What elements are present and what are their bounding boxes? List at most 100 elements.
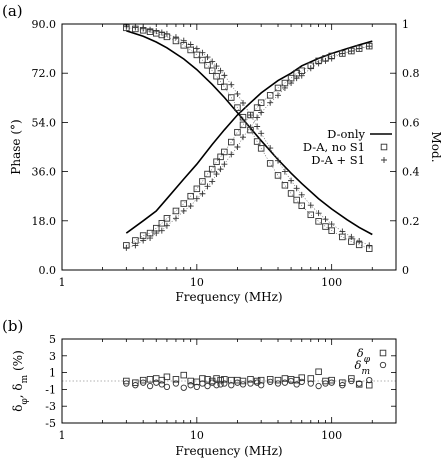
panel-a-d-a-s1-right-point bbox=[163, 222, 170, 229]
panel-b-m-point bbox=[366, 377, 373, 384]
panel-b-m-point bbox=[158, 381, 165, 388]
panel-a-d-a-s1-right-point bbox=[204, 183, 211, 190]
panel-a-d-a-s1-left-point bbox=[322, 216, 329, 223]
panel-a-d-a-s1-right-point bbox=[339, 50, 346, 57]
panel-a-d-a-s1-right-point bbox=[366, 43, 373, 50]
panel-a-y-axis-title: Phase (°) bbox=[9, 119, 23, 174]
panel-b--point bbox=[247, 376, 254, 383]
panel-b-x-tick-label: 10 bbox=[190, 429, 204, 442]
panel-b-y-axis-title-part: (%) bbox=[11, 350, 25, 375]
panel-a-d-a-no-s1-right-point bbox=[187, 192, 194, 200]
panel-a-legend-label-d-a-s1: D-A + S1 bbox=[311, 153, 365, 167]
panel-a-y2-tick-label: 1 bbox=[402, 18, 409, 31]
panel-b--point bbox=[146, 376, 154, 383]
panel-a-d-a-no-s1-left-point bbox=[221, 83, 228, 91]
panel-a-d-a-s1-right-point bbox=[132, 242, 139, 249]
panel-a-y-tick-label: 90.0 bbox=[32, 18, 57, 31]
panel-a-d-a-s1-left-point bbox=[180, 37, 187, 44]
panel-b-y-axis-title-part: , δ bbox=[11, 383, 25, 398]
panel-a-d-a-s1-left-point bbox=[315, 210, 322, 217]
panel-b--point bbox=[213, 375, 220, 382]
panel-a-x-tick-label: 10 bbox=[190, 276, 204, 289]
panel-a-d-a-s1-left-point bbox=[258, 130, 265, 137]
panel-a-d-a-s1-left-point bbox=[221, 72, 228, 79]
panel-a-d-a-no-s1-left-point bbox=[339, 233, 346, 241]
panel-a-d-a-s1-left-point bbox=[247, 112, 254, 119]
panel-b-x-tick-label: 100 bbox=[321, 429, 342, 442]
panel-a-d-a-s1-right-point bbox=[234, 144, 241, 150]
panel-a-d-a-no-s1-right-point bbox=[204, 170, 211, 178]
panel-b--point bbox=[123, 377, 130, 385]
panel-b--point bbox=[348, 375, 355, 382]
panel-b-m-point bbox=[339, 382, 346, 389]
panel-a-d-a-s1-right-point bbox=[213, 171, 220, 178]
panel-b-m-point bbox=[123, 380, 130, 387]
panel-a-d-a-no-s1-right-point bbox=[228, 138, 235, 146]
panel-b-y-tick-label: 3 bbox=[49, 350, 56, 363]
panel-b-m-point bbox=[132, 382, 139, 389]
panel-a-legend-swatch-d-a-no-s1 bbox=[380, 143, 388, 151]
panel-b--point bbox=[281, 375, 289, 382]
panel-a-d-a-s1-left-point bbox=[298, 191, 305, 198]
panel-b--point bbox=[221, 376, 228, 383]
panel-b--point bbox=[339, 379, 346, 386]
panel-a-x-axis-title: Frequency (MHz) bbox=[175, 290, 282, 304]
panel-a-d-a-s1-left-point bbox=[356, 238, 363, 245]
panel-b-legend-label-m: δm bbox=[355, 358, 370, 377]
panel-a-d-a-no-s1-right-point bbox=[221, 148, 228, 156]
panel-b-m-point bbox=[348, 377, 355, 385]
panel-a-d-a-s1-right-point bbox=[193, 195, 200, 202]
panel-b--point bbox=[163, 373, 171, 381]
panel-a-d-a-no-s1-left-point bbox=[281, 182, 289, 189]
panel-a-d-a-no-s1-right-point bbox=[257, 99, 265, 106]
panel-a-d-a-s1-left-point bbox=[147, 26, 154, 33]
panel-b-m-point bbox=[221, 380, 228, 387]
panel-a-d-a-no-s1-left-point bbox=[322, 223, 329, 230]
panel-a-d-a-no-s1-left-point bbox=[253, 138, 261, 145]
panel-a-d-a-no-s1-right-point bbox=[217, 153, 224, 161]
panel-a-y2-axis-title: Mod. bbox=[429, 131, 442, 162]
panel-a-d-a-s1-left-point bbox=[254, 123, 261, 130]
legend-subscript: m bbox=[361, 367, 370, 377]
panel-a-d-a-s1-left-point bbox=[339, 228, 346, 235]
panel-a-d-a-no-s1-right-point bbox=[172, 207, 180, 215]
panel-a-y2-tick-label: 0.6 bbox=[402, 116, 420, 129]
panel-a-d-a-s1-right-point bbox=[180, 207, 187, 214]
panel-b-y-tick-label: -5 bbox=[45, 417, 56, 430]
panel-a-x-tick-label: 1 bbox=[59, 276, 66, 289]
panel-b-m-point bbox=[307, 380, 314, 387]
panel-a-d-a-no-s1-left-point bbox=[208, 67, 216, 74]
panel-a-d-a-s1-right-point bbox=[158, 227, 165, 234]
panel-a-d-a-s1-right-point bbox=[254, 114, 261, 121]
panel-a-d-a-no-s1-right-point bbox=[158, 220, 166, 227]
panel-b--point bbox=[322, 377, 329, 385]
panel-b-m-point bbox=[146, 382, 154, 390]
panel-b-m-point bbox=[247, 380, 254, 387]
panel-a-d-a-s1-right-point bbox=[258, 109, 265, 116]
panel-a-frame bbox=[61, 23, 397, 271]
panel-a-d-a-s1-right-point bbox=[328, 55, 335, 62]
panel-a-y2-tick-label: 0.2 bbox=[402, 215, 420, 228]
panel-b-m-point bbox=[213, 382, 220, 389]
panel-b-m-point bbox=[187, 382, 194, 389]
panel-b-m-point bbox=[274, 380, 282, 387]
panel-a-y-tick-label: 36.0 bbox=[32, 166, 57, 179]
panel-a-d-a-s1-right-point bbox=[267, 99, 274, 106]
panel-a-d-a-s1-left-point bbox=[307, 202, 314, 209]
panel-a-d-a-s1-right-point bbox=[199, 190, 206, 197]
panel-a-y2-tick-label: 0.8 bbox=[402, 67, 420, 80]
panel-b-y-axis-title-subscript: m bbox=[20, 374, 30, 383]
panel-b-m-point bbox=[204, 382, 211, 390]
panel-a-d-a-no-s1-left-point bbox=[193, 51, 201, 59]
panel-a-label: (a) bbox=[2, 2, 23, 20]
panel-b-y-tick-label: 5 bbox=[49, 333, 56, 346]
panel-a-d-a-s1-right-point bbox=[147, 235, 154, 242]
panel-a-d-a-no-s1-left-point bbox=[287, 190, 295, 197]
panel-b--point bbox=[315, 368, 322, 376]
panel-a-d-a-s1-right-point bbox=[217, 166, 224, 173]
panel-b-legend-swatch-m bbox=[379, 361, 387, 369]
panel-b--point bbox=[132, 379, 139, 386]
legend-subscript: φ bbox=[364, 355, 371, 365]
panel-a-d-a-no-s1-right-point bbox=[239, 121, 247, 129]
panel-a-d-a-s1-left-point bbox=[193, 45, 200, 52]
